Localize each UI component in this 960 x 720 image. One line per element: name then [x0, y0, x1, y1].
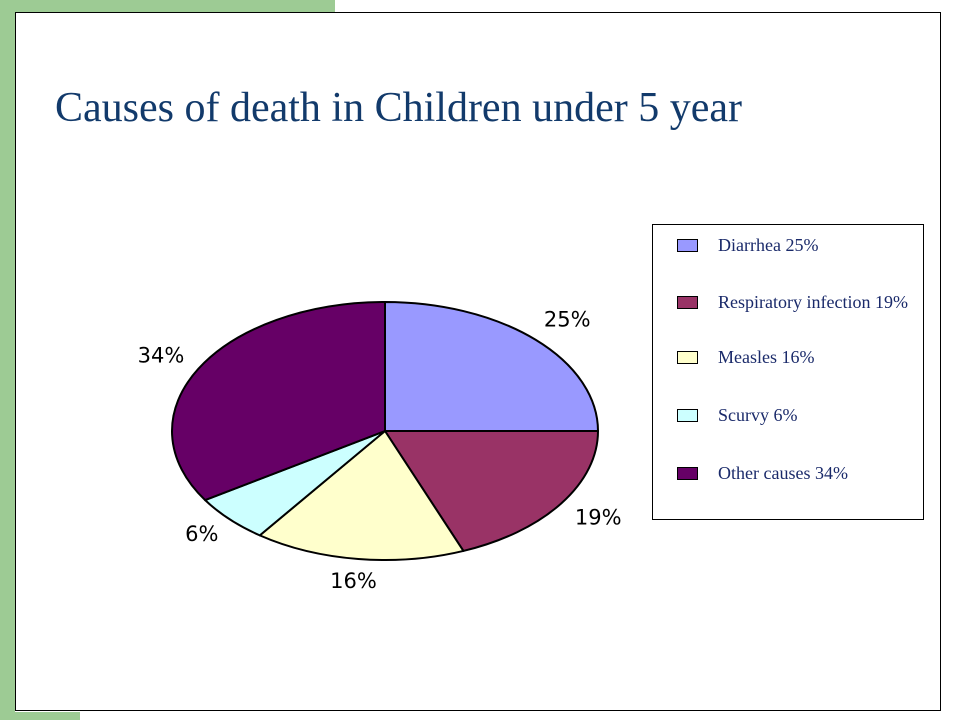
- pie-data-label: 25%: [544, 308, 591, 332]
- chart-legend: Diarrhea 25% Respiratory infection 19% M…: [652, 224, 924, 520]
- accent-bar-left: [0, 0, 15, 720]
- legend-label: Measles 16%: [718, 347, 815, 367]
- pie-slice-measles: [258, 430, 465, 561]
- legend-swatch: [677, 351, 698, 364]
- pie-data-label: 34%: [138, 343, 185, 367]
- pie-slice-diarrhea: [384, 301, 599, 432]
- accent-bar-top: [15, 0, 335, 12]
- pie-data-label: 6%: [185, 522, 218, 546]
- pie-slice-respiratory-infection: [384, 430, 599, 552]
- pie-slice-other-causes: [171, 301, 386, 502]
- accent-bar-bottom: [15, 712, 80, 720]
- slide-title: Causes of death in Children under 5 year: [55, 85, 742, 131]
- legend-swatch: [677, 467, 698, 480]
- legend-label: Scurvy 6%: [718, 405, 798, 425]
- pie-data-label: 19%: [575, 506, 622, 530]
- legend-swatch: [677, 239, 698, 252]
- legend-label: Other causes 34%: [718, 463, 848, 483]
- legend-swatch: [677, 409, 698, 422]
- legend-swatch: [677, 296, 698, 309]
- legend-label: Respiratory infection 19%: [718, 292, 908, 312]
- legend-label: Diarrhea 25%: [718, 235, 819, 255]
- pie-data-label: 16%: [330, 569, 377, 593]
